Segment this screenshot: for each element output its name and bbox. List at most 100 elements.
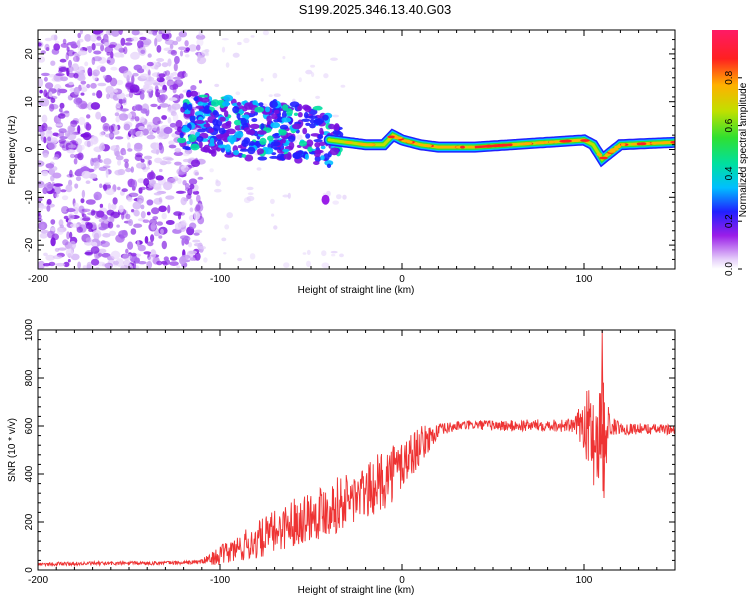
spectrogram-noise-cell — [176, 79, 183, 84]
spectrogram-noise-cell — [237, 257, 243, 262]
spectrogram-signal-cell — [314, 155, 321, 163]
spectrogram-noise-cell — [77, 47, 83, 51]
spectrogram-noise-cell — [115, 136, 124, 140]
spectrogram-noise-cell — [38, 78, 44, 87]
spectrogram-signal-cell — [236, 101, 242, 106]
spectrogram-noise-cell — [140, 116, 145, 123]
spectrogram-noise-cell — [47, 142, 57, 150]
spectrogram-signal-cell — [269, 100, 278, 108]
spectrogram-noise-cell — [315, 95, 321, 99]
spectrogram-noise-cell — [50, 60, 56, 66]
spectrogram-xtick-label: -100 — [210, 274, 230, 285]
spectrogram-noise-cell — [156, 58, 165, 62]
spectrogram-signal-cell — [233, 150, 240, 156]
spectrogram-noise-cell — [172, 83, 179, 90]
spectrogram-signal-cell — [213, 123, 221, 132]
spectrogram-noise-cell — [146, 261, 153, 269]
spectrogram-signal-cell — [243, 137, 251, 145]
spectrogram-signal-cell — [297, 150, 304, 156]
spectrogram-noise-cell — [249, 253, 256, 260]
colorbar-ticks: 0.0 0.2 0.4 0.6 0.8 — [724, 70, 742, 276]
spectrogram-noise-cell — [59, 136, 68, 140]
spectrogram-noise-cell — [190, 159, 201, 167]
spectrogram-signal-cell — [200, 146, 210, 153]
spectrogram-noise-cell — [176, 190, 187, 194]
spectrogram-noise-cell — [95, 266, 100, 269]
spectrogram-noise-cell — [92, 69, 100, 77]
spectrogram-noise-cell — [103, 220, 109, 224]
spectrogram-noise-cell — [42, 98, 50, 107]
spectrogram-noise-cell — [58, 247, 67, 251]
spectrogram-hot-cell — [620, 143, 626, 147]
snr-ytick-label: 1000 — [24, 318, 35, 341]
spectrogram-noise-cell — [111, 30, 120, 37]
spectrogram-noise-cell — [73, 86, 80, 95]
spectrogram-noise-cell — [67, 66, 74, 73]
spectrogram-signal-cell — [190, 108, 195, 117]
spectrogram-noise-cell — [105, 188, 115, 196]
spectrogram-noise-cell — [214, 188, 222, 193]
spectrogram-signal-cell — [271, 113, 278, 120]
spectrogram-noise-cell — [179, 256, 186, 265]
spectrogram-noise-cell — [195, 34, 206, 40]
spectrogram-noise-cell — [80, 92, 85, 96]
spectrogram-noise-cell — [38, 56, 46, 63]
spectrogram-noise-cell — [81, 220, 86, 225]
spectrogram-noise-cell — [167, 58, 172, 67]
spectrogram-noise-cell — [168, 144, 177, 149]
spectrogram-noise-cell — [172, 228, 182, 234]
spectrogram-noise-cell — [93, 146, 103, 153]
spectrogram-noise-cell — [50, 175, 55, 182]
spectrogram-signal-cell — [198, 94, 208, 98]
spectrogram-noise-cell — [60, 43, 69, 48]
spectrogram-signal-cell — [324, 160, 334, 166]
spectrogram-noise-cell — [38, 160, 45, 167]
spectrogram-noise-cell — [256, 167, 262, 171]
spectrogram-noise-cell — [106, 59, 111, 64]
spectrogram-signal-cell — [224, 144, 231, 153]
spectrogram-noise-cell — [106, 209, 115, 216]
spectrogram-noise-cell — [113, 43, 123, 51]
spectrogram-signal-cell — [223, 94, 234, 102]
spectrogram-noise-cell — [124, 42, 133, 46]
spectrogram-noise-cell — [80, 87, 88, 93]
spectrogram-noise-cell — [121, 211, 125, 220]
spectrogram-noise-cell — [339, 253, 344, 258]
spectrogram-xtick-label: 0 — [399, 274, 405, 285]
snr-ytick-label: 400 — [24, 465, 35, 482]
spectrogram-noise-cell — [168, 97, 178, 102]
spectrogram-noise-cell — [41, 114, 48, 124]
spectrogram-noise-cell — [140, 73, 150, 79]
spectrogram-noise-cell — [146, 211, 151, 216]
spectrogram-noise-cell — [174, 222, 182, 230]
spectrogram-noise-cell — [246, 195, 255, 202]
spectrogram-noise-cell — [161, 260, 168, 265]
spectrogram-noise-cell — [243, 37, 250, 44]
spectrogram-noise-cell — [123, 123, 131, 131]
spectrogram-noise-cell — [82, 132, 92, 141]
spectrogram-noise-cell — [124, 161, 129, 169]
spectrogram-signal-cell — [291, 123, 302, 130]
spectrogram-noise-cell — [156, 45, 162, 53]
spectrogram-noise-cell — [116, 224, 120, 228]
spectrogram-noise-cell — [87, 45, 93, 54]
spectrogram-noise-cell — [159, 206, 167, 211]
spectrogram-noise-cell — [40, 229, 49, 234]
spectrogram-noise-cell — [163, 47, 173, 52]
spectrogram-hot-cell — [599, 156, 608, 160]
spectrogram-noise-cell — [39, 89, 43, 94]
spectrogram-noise-cell — [221, 237, 227, 242]
spectrogram-noise-cell — [142, 219, 150, 223]
spectrogram-noise-cell — [197, 176, 204, 180]
spectrogram-noise-cell — [53, 183, 63, 187]
spectrogram-noise-cell — [113, 260, 119, 265]
spectrogram-noise-cell — [38, 213, 42, 220]
spectrogram-signal-cell — [241, 154, 247, 158]
spectrogram-noise-cell — [190, 85, 197, 91]
spectrogram-noise-cell — [63, 261, 70, 268]
spectrogram-noise-cell — [85, 180, 91, 184]
spectrogram-noise-cell — [65, 248, 74, 257]
spectrogram-noise-cell — [120, 265, 130, 269]
spectrogram-noise-cell — [321, 250, 327, 257]
spectrogram-noise-cell — [167, 204, 171, 214]
